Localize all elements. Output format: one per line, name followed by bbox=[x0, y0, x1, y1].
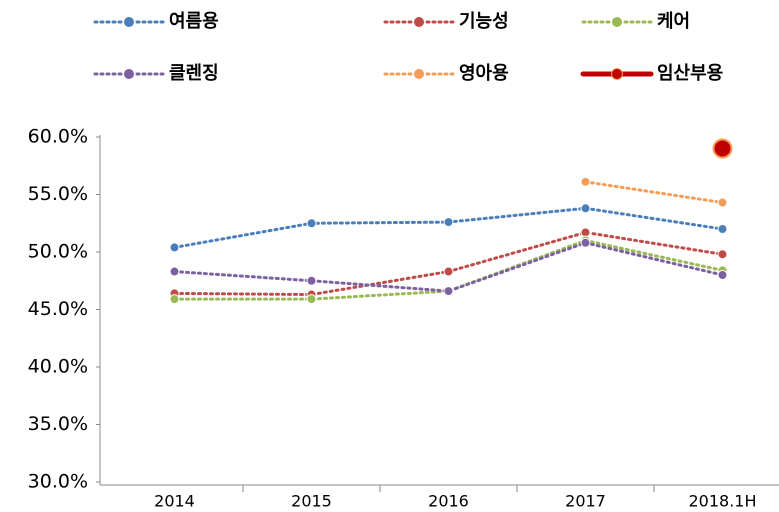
data-point bbox=[580, 176, 591, 187]
x-tick-label: 2014 bbox=[154, 492, 195, 511]
data-point bbox=[169, 294, 180, 305]
data-point bbox=[169, 266, 180, 277]
legend-marker bbox=[413, 68, 425, 80]
legend-label: 영아용 bbox=[459, 63, 509, 84]
data-point bbox=[443, 217, 454, 228]
data-point bbox=[717, 270, 728, 280]
data-point bbox=[169, 242, 180, 253]
data-point bbox=[306, 294, 317, 305]
data-point bbox=[306, 275, 317, 286]
x-tick-label: 2015 bbox=[291, 492, 332, 511]
y-tick-label: 45.0% bbox=[28, 298, 88, 320]
data-point bbox=[443, 266, 454, 277]
legend-label: 여름용 bbox=[169, 11, 219, 32]
data-point bbox=[580, 203, 591, 214]
data-point bbox=[712, 138, 733, 159]
y-tick-label: 55.0% bbox=[28, 183, 88, 205]
data-point bbox=[580, 237, 591, 248]
legend-label: 임산부용 bbox=[657, 63, 723, 84]
legend-label: 케어 bbox=[657, 11, 690, 32]
y-tick-label: 30.0% bbox=[28, 471, 88, 493]
series-line bbox=[584, 180, 724, 205]
legend-marker bbox=[611, 16, 623, 28]
data-point bbox=[443, 286, 454, 297]
x-tick-label: 2017 bbox=[565, 492, 606, 511]
data-point bbox=[717, 197, 728, 208]
data-point bbox=[306, 218, 317, 229]
x-tick-label: 2018.1H bbox=[688, 492, 756, 511]
y-tick-label: 40.0% bbox=[28, 356, 88, 378]
series-line bbox=[173, 230, 724, 297]
legend-label: 클렌징 bbox=[169, 63, 219, 84]
data-point bbox=[717, 224, 728, 234]
legend-label: 기능성 bbox=[459, 11, 509, 32]
y-tick-label: 60.0% bbox=[28, 126, 88, 148]
y-tick-label: 50.0% bbox=[28, 241, 88, 263]
x-tick-label: 2016 bbox=[428, 492, 469, 511]
legend-marker bbox=[123, 16, 135, 28]
data-point bbox=[717, 249, 728, 260]
legend-marker bbox=[123, 68, 135, 80]
y-tick-label: 35.0% bbox=[28, 413, 88, 435]
legend-marker bbox=[413, 16, 425, 28]
legend-marker bbox=[611, 68, 623, 80]
series-line bbox=[173, 238, 724, 301]
